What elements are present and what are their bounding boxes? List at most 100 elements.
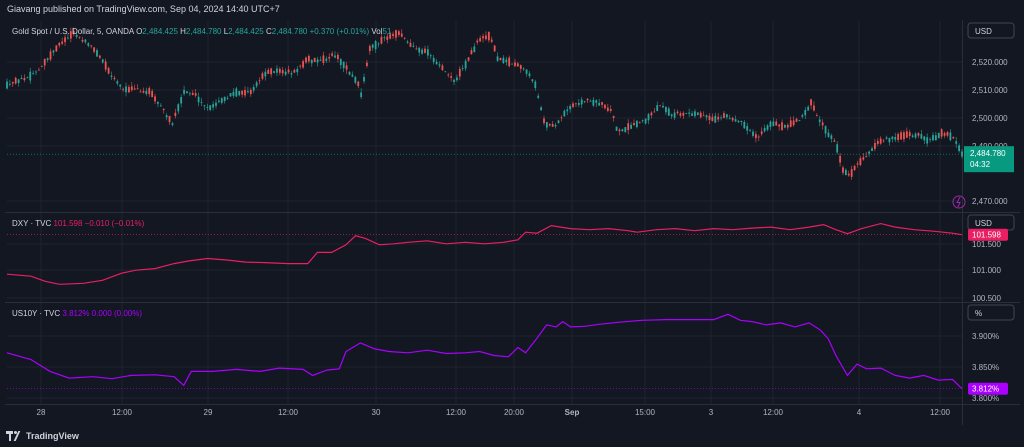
candle [75,34,78,37]
candle [11,81,14,84]
candle [377,43,380,45]
candle [871,148,873,151]
dxy-legend[interactable]: DXY · TVC 101.598 −0.010 (−0.01%) [12,219,145,228]
candle [824,126,827,134]
unit-button[interactable] [967,22,1015,39]
us10y-legend[interactable]: US10Y · TVC 3.812% 0.000 (0.00%) [12,309,142,318]
alert-bolt-icon[interactable] [952,195,966,209]
y-tick-label: 2,510.000 [972,86,1008,95]
candle [543,118,545,124]
candle [476,40,479,43]
candle [926,137,929,144]
candle [874,142,876,149]
candle [93,47,95,52]
candle [299,65,302,67]
unit-label[interactable]: % [975,309,982,318]
candle [357,81,360,87]
candle [876,140,879,144]
candle [897,133,900,140]
y-tick-label: 100.500 [972,294,1001,303]
candle [743,121,746,129]
legend-part: C [266,27,272,36]
unit-label[interactable]: USD [975,27,992,36]
candle [69,31,72,39]
candle [290,73,293,75]
x-tick-label: 29 [204,408,213,417]
candle [760,131,763,135]
candle [296,68,299,73]
candle [772,121,775,127]
candle [905,131,908,138]
candle [914,133,917,138]
candle [853,165,856,170]
legend-part: 101.598 [54,219,85,228]
candle [821,122,824,126]
candle [644,118,647,124]
candle [46,58,49,61]
candle [351,74,354,77]
candle [159,105,162,107]
candle [723,113,725,118]
candle [482,36,484,39]
candle [592,99,595,106]
candle [717,116,720,120]
candle [810,99,812,106]
unit-label[interactable]: USD [975,219,992,228]
candle [302,61,304,68]
candle [450,76,453,78]
candle [78,36,81,38]
candle [35,71,37,73]
candle [682,112,685,116]
candle [548,124,551,126]
candle [49,51,52,60]
candle [348,71,351,75]
legend-part: +0.370 (+0.01%) [310,27,372,36]
candle [659,105,662,107]
candle [650,112,653,116]
candle [171,123,174,125]
legend-part: H [180,27,186,36]
candle [232,91,235,96]
legend-part: 0.000 (0.00%) [92,309,143,318]
candle [58,43,61,46]
unit-button[interactable] [967,304,1015,321]
candle [647,114,650,121]
candle [766,125,769,130]
candle [705,115,708,118]
candle [154,96,156,102]
candle [850,169,853,177]
candle [496,56,499,61]
candle [342,61,345,69]
candle [885,137,888,139]
candle [368,46,371,52]
candle [932,135,934,141]
candle [615,126,618,131]
candle [244,90,246,96]
candle [598,102,601,106]
last-price-value: 3.812% [972,385,999,394]
candle [534,81,537,88]
candle [891,136,894,139]
candle [241,90,244,95]
gold-legend[interactable]: Gold Spot / U.S. Dollar, 5, OANDA O2,484… [12,27,392,36]
candle [20,77,23,80]
candle [223,96,226,101]
candle [441,65,444,71]
candle [133,88,136,90]
candle [366,62,368,67]
candle [691,113,693,116]
candle [395,30,397,38]
candle [612,115,615,118]
candle [940,129,943,137]
candle [261,73,264,79]
candle [635,120,638,128]
candle [479,38,482,42]
candle [165,115,168,118]
tradingview-logo[interactable]: TradingView [6,431,79,441]
candle [601,102,603,105]
candle [287,69,290,73]
candle [435,61,438,65]
candle [630,124,632,129]
candle [737,120,740,123]
